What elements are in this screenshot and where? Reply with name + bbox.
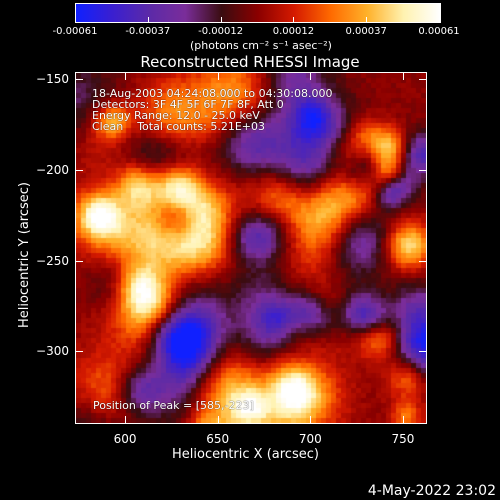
- info-clean-counts: Clean Total counts: 5.21E+03: [92, 120, 266, 133]
- colorbar-tick: [147, 17, 149, 22]
- colorbar-tick: [439, 17, 440, 22]
- colorbar-tick-label: -0.00061: [52, 26, 98, 37]
- peak-position: Position of Peak = [585,-223]: [93, 399, 254, 412]
- y-tick-label: −300: [36, 344, 69, 359]
- info-detectors: Detectors: 3F 4F 5F 6F 7F 8F, Att 0: [92, 98, 284, 111]
- colorbar-units: (photons cm⁻² s⁻¹ asec⁻²): [190, 39, 332, 52]
- y-tick-mark: [419, 260, 427, 262]
- colorbar-gradient: [76, 4, 440, 22]
- colorbar: [75, 3, 441, 23]
- colorbar-tick-label: 0.00061: [418, 26, 460, 37]
- image-frame: 18-Aug-2003 04:24:08.000 to 04:30:08.000…: [75, 72, 427, 424]
- timestamp: 4-May-2022 23:02: [367, 483, 496, 499]
- y-tick-mark: [419, 79, 427, 81]
- x-tick-mark: [217, 72, 219, 80]
- info-energy-range: Energy Range: 12.0 - 25.0 keV: [92, 109, 260, 122]
- y-tick-mark: [75, 351, 83, 353]
- x-tick-mark: [402, 416, 404, 424]
- x-tick-mark: [125, 72, 127, 80]
- y-tick-label: −150: [36, 72, 69, 87]
- x-tick-label: 650: [206, 432, 230, 446]
- x-tick-mark: [125, 416, 127, 424]
- x-tick-label: 600: [113, 432, 137, 446]
- colorbar-tick: [220, 17, 222, 22]
- colorbar-tick-label: -0.00012: [198, 26, 244, 37]
- colorbar-tick-label: 0.00012: [272, 26, 315, 37]
- y-tick-mark: [419, 351, 427, 353]
- colorbar-tick: [366, 17, 368, 22]
- x-tick-label: 700: [298, 432, 322, 446]
- y-tick-mark: [75, 260, 83, 262]
- y-tick-mark: [75, 169, 83, 171]
- y-tick-label: −250: [36, 253, 69, 268]
- x-tick-mark: [310, 72, 312, 80]
- colorbar-tick: [293, 17, 295, 22]
- colorbar-tick-label: -0.00037: [125, 26, 171, 37]
- y-tick-label: −200: [36, 162, 69, 177]
- observation-info: 18-Aug-2003 04:24:08.000 to 04:30:08.000…: [92, 88, 333, 132]
- colorbar-tick: [75, 17, 76, 22]
- colorbar-tick-label: 0.00037: [345, 26, 387, 37]
- y-tick-mark: [419, 169, 427, 171]
- info-time-range: 18-Aug-2003 04:24:08.000 to 04:30:08.000: [92, 87, 333, 100]
- x-tick-mark: [217, 416, 219, 424]
- plot-title: Reconstructed RHESSI Image: [140, 53, 360, 71]
- x-tick-label: 750: [391, 432, 415, 446]
- y-axis-label: Heliocentric Y (arcsec): [17, 182, 32, 328]
- x-tick-mark: [402, 72, 404, 80]
- x-tick-mark: [310, 416, 312, 424]
- y-tick-mark: [75, 79, 83, 81]
- rhessi-image: [76, 73, 426, 423]
- x-axis-label: Heliocentric X (arcsec): [172, 447, 319, 462]
